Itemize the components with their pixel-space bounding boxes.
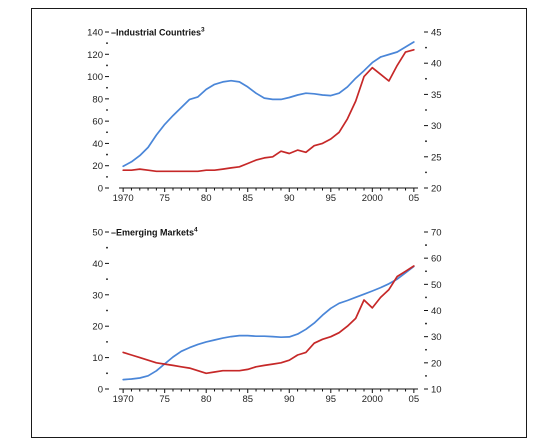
x-tick-label: 85	[242, 193, 253, 204]
right-tick-label: 70	[431, 228, 442, 239]
x-tick-label: 05	[409, 193, 420, 204]
left-minor-tick	[106, 372, 108, 375]
right-tick-label: 40	[431, 59, 442, 70]
x-tick-label: 90	[284, 394, 295, 405]
right-tick-label: 30	[431, 332, 442, 343]
left-minor-tick	[106, 309, 108, 312]
chart-title-superscript: 3	[201, 27, 205, 34]
x-tick-label: 05	[409, 394, 420, 405]
x-tick-label: 95	[326, 394, 337, 405]
x-tick-label: 80	[201, 193, 212, 204]
left-minor-tick	[106, 109, 108, 111]
right-tick-label: 30	[431, 121, 442, 132]
left-tick-label: 30	[92, 290, 103, 301]
right-minor-tick	[425, 77, 427, 80]
right-minor-tick	[425, 375, 427, 377]
chart-title-text: –Industrial Countries	[111, 28, 201, 38]
x-tick-label: 1970	[113, 193, 134, 204]
left-tick-label: 80	[92, 94, 103, 105]
left-tick-label: 40	[92, 259, 103, 270]
series-line	[122, 265, 415, 381]
right-minor-tick	[425, 140, 427, 143]
right-minor-tick	[425, 270, 427, 273]
x-tick-label: 2000	[362, 193, 383, 204]
right-tick-label: 40	[431, 306, 442, 317]
right-minor-tick	[425, 322, 427, 325]
series-line	[122, 265, 415, 375]
right-minor-tick	[425, 171, 427, 174]
left-minor-tick	[106, 42, 108, 45]
right-minor-tick	[425, 244, 427, 246]
left-minor-tick	[106, 86, 108, 89]
left-tick-label: 120	[87, 50, 103, 61]
left-tick-label: 50	[92, 228, 103, 239]
left-tick-label: 100	[87, 72, 103, 83]
left-tick-label: 40	[92, 139, 103, 150]
left-minor-tick	[106, 153, 108, 156]
chart-title: –Emerging Markets4	[111, 227, 198, 238]
left-tick-label: 140	[87, 28, 103, 39]
left-minor-tick	[106, 246, 108, 249]
chart-title-superscript: 4	[194, 227, 198, 234]
left-minor-tick	[106, 64, 108, 67]
left-tick-label: 0	[98, 385, 103, 396]
left-tick-label: 0	[98, 184, 103, 195]
chart-title-text: –Emerging Markets	[111, 228, 194, 238]
x-tick-label: 1970	[113, 394, 134, 405]
series-line	[122, 48, 415, 173]
left-minor-tick	[106, 175, 108, 178]
x-tick-label: 75	[159, 394, 170, 405]
x-tick-label: 85	[242, 394, 253, 405]
right-tick-label: 45	[431, 28, 442, 39]
x-tick-label: 75	[159, 193, 170, 204]
left-tick-label: 20	[92, 161, 103, 172]
x-tick-label: 80	[201, 394, 212, 405]
right-tick-label: 20	[431, 184, 442, 195]
right-minor-tick	[425, 109, 427, 111]
left-minor-tick	[106, 341, 108, 343]
right-tick-label: 50	[431, 280, 442, 291]
x-tick-label: 90	[284, 193, 295, 204]
right-tick-label: 10	[431, 385, 442, 396]
left-minor-tick	[106, 278, 108, 280]
chart-title: –Industrial Countries3	[111, 27, 205, 38]
right-tick-label: 35	[431, 90, 442, 101]
left-tick-label: 60	[92, 117, 103, 128]
right-minor-tick	[425, 296, 427, 299]
left-tick-label: 20	[92, 322, 103, 333]
right-tick-label: 20	[431, 358, 442, 369]
right-tick-label: 25	[431, 152, 442, 163]
series-line	[122, 41, 415, 168]
x-tick-label: 95	[326, 193, 337, 204]
left-tick-label: 10	[92, 353, 103, 364]
x-tick-label: 2000	[362, 394, 383, 405]
charts-svg: 1970 75 80 85 90 95 2000 0502040608010012014020…	[87, 27, 442, 406]
right-tick-label: 60	[431, 254, 442, 265]
left-minor-tick	[106, 131, 108, 134]
right-minor-tick	[425, 46, 427, 49]
right-minor-tick	[425, 348, 427, 351]
